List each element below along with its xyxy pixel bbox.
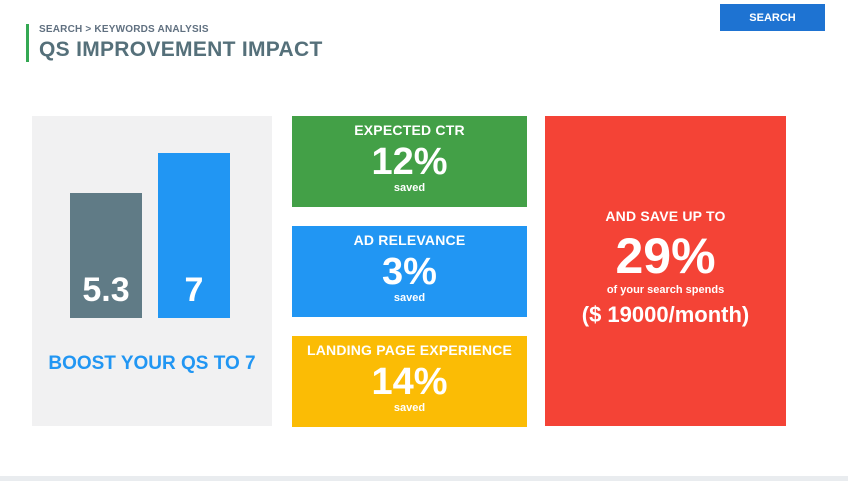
metric-value: 14% (371, 361, 448, 403)
breadcrumb[interactable]: SEARCH > KEYWORDS ANALYSIS (39, 24, 209, 35)
search-button[interactable]: SEARCH (720, 4, 825, 31)
metric-label: LANDING PAGE EXPERIENCE (306, 342, 513, 358)
metric-label: AD RELEVANCE (353, 232, 466, 248)
savings-label: AND SAVE UP TO (605, 208, 726, 224)
savings-value: 29% (615, 228, 716, 284)
target-qs-value: 7 (184, 271, 204, 309)
savings-card: AND SAVE UP TO 29% of your search spends… (545, 116, 786, 426)
current-qs-value: 5.3 (82, 271, 130, 309)
page-title: QS IMPROVEMENT IMPACT (39, 38, 323, 61)
ad-relevance-card: AD RELEVANCE 3% saved (292, 226, 527, 317)
boost-qs-text: BOOST YOUR QS TO 7 (48, 353, 256, 374)
metric-sub: saved (393, 292, 426, 304)
landing-page-experience-card: LANDING PAGE EXPERIENCE 14% saved (292, 336, 527, 427)
metric-value: 3% (382, 251, 437, 293)
qs-comparison-panel: 5.3 7 BOOST YOUR QS TO 7 (32, 116, 272, 426)
savings-sub: of your search spends (606, 284, 725, 296)
bottom-divider (0, 476, 848, 481)
page-header: SEARCH > KEYWORDS ANALYSIS QS IMPROVEMEN… (26, 24, 323, 62)
metric-value: 12% (371, 141, 448, 183)
savings-amount: ($ 19000/month) (581, 302, 750, 327)
metric-label: EXPECTED CTR (354, 122, 465, 138)
current-qs-bar: 5.3 (70, 193, 142, 318)
metric-sub: saved (393, 402, 426, 414)
metric-sub: saved (393, 182, 426, 194)
expected-ctr-card: EXPECTED CTR 12% saved (292, 116, 527, 207)
target-qs-bar: 7 (158, 153, 230, 318)
